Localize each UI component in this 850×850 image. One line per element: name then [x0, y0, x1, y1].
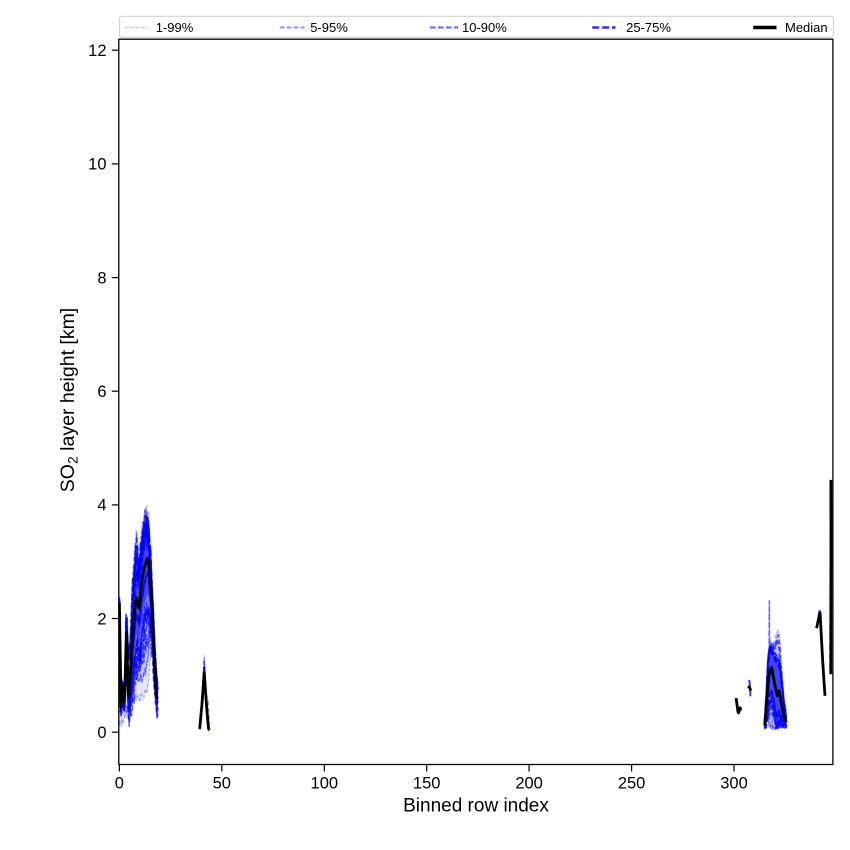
svg-text:25-75%: 25-75% — [626, 20, 671, 35]
svg-text:1-99%: 1-99% — [156, 20, 194, 35]
svg-text:4: 4 — [97, 497, 106, 515]
svg-text:150: 150 — [413, 775, 441, 793]
svg-text:100: 100 — [311, 775, 339, 793]
svg-text:0: 0 — [115, 775, 124, 793]
svg-text:Median: Median — [785, 20, 828, 35]
svg-text:250: 250 — [618, 775, 646, 793]
svg-text:6: 6 — [97, 383, 106, 401]
svg-text:8: 8 — [97, 269, 106, 287]
svg-text:12: 12 — [88, 42, 106, 60]
svg-text:SO2 layer height [km]: SO2 layer height [km] — [57, 308, 81, 492]
svg-text:5-95%: 5-95% — [310, 20, 348, 35]
svg-text:0: 0 — [97, 724, 106, 742]
svg-text:2: 2 — [97, 610, 106, 628]
svg-text:300: 300 — [720, 775, 748, 793]
svg-text:50: 50 — [213, 775, 231, 793]
svg-text:10: 10 — [88, 156, 106, 174]
svg-text:10-90%: 10-90% — [462, 20, 507, 35]
svg-text:Binned row index: Binned row index — [403, 796, 549, 817]
svg-text:200: 200 — [515, 775, 543, 793]
